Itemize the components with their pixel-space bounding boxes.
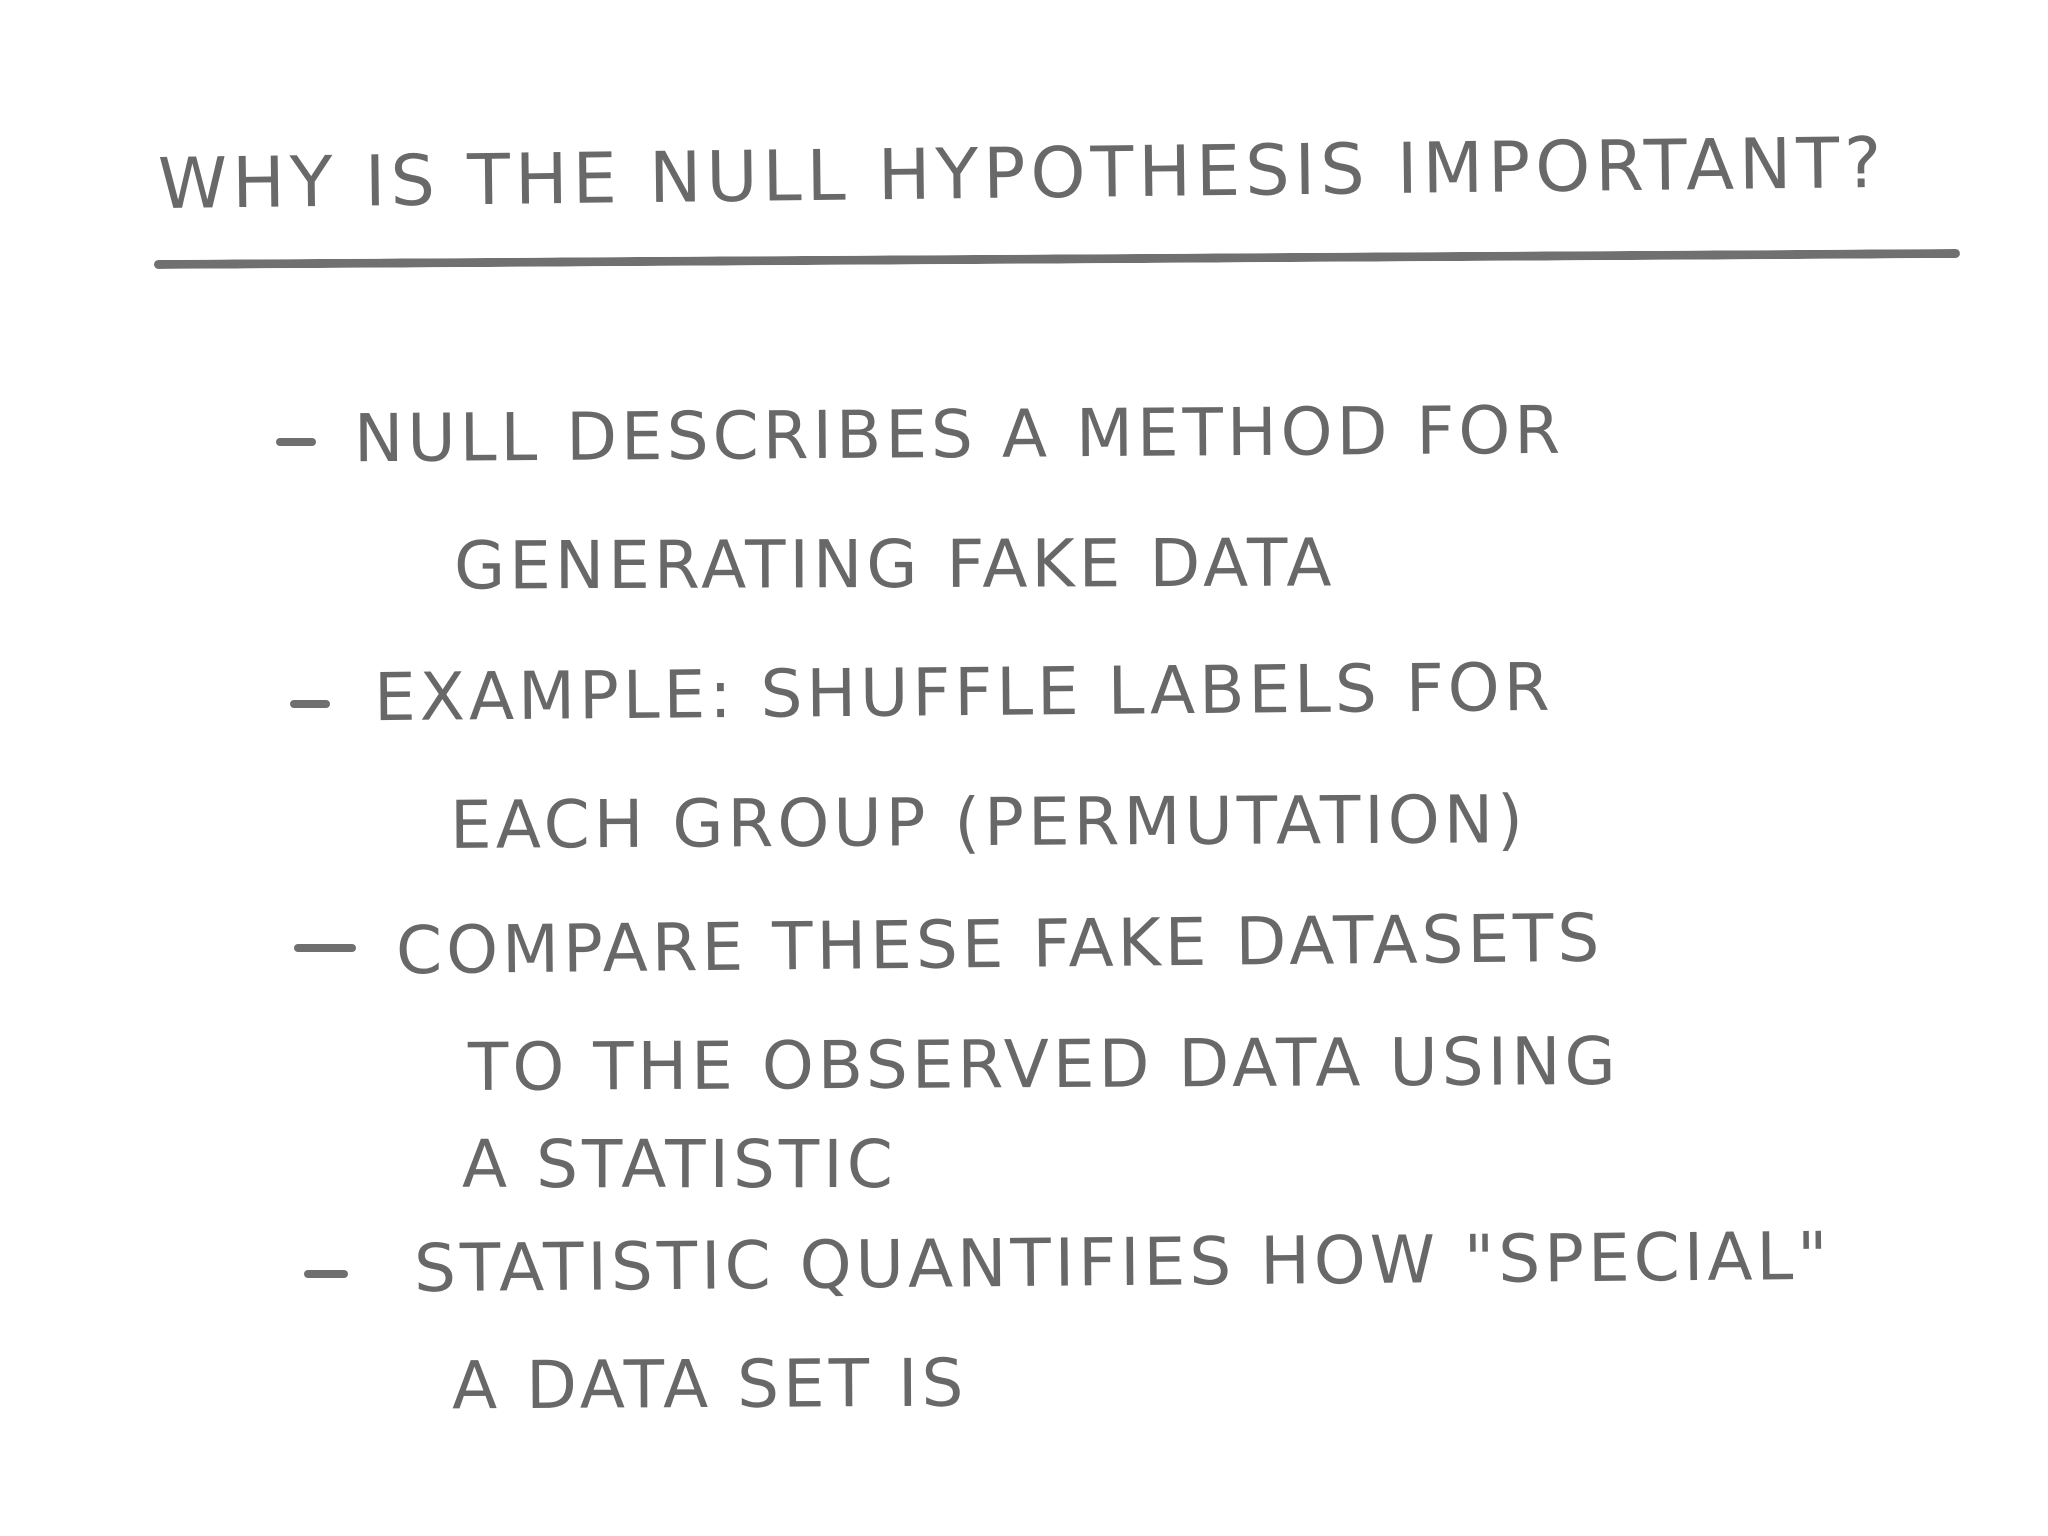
- bullet-line: GENERATING FAKE DATA: [453, 524, 1336, 605]
- bullet-line: A DATA SET IS: [451, 1344, 968, 1425]
- bullet-line: EXAMPLE: SHUFFLE LABELS FOR: [373, 648, 1554, 737]
- bullet-line: A STATISTIC: [462, 1126, 897, 1203]
- bullet-line: STATISTIC QUANTIFIES HOW "SPECIAL": [413, 1217, 1832, 1308]
- bullet-line: NULL DESCRIBES A METHOD FOR: [353, 391, 1565, 478]
- bullet-line: EACH GROUP (PERMUTATION): [449, 781, 1528, 864]
- bullet-dash: [276, 438, 316, 446]
- bullet-dash: [304, 1270, 348, 1278]
- bullet-dash: [294, 944, 356, 952]
- bullet-line: TO THE OBSERVED DATA USING: [467, 1022, 1620, 1107]
- bullet-dash: [290, 700, 330, 708]
- bullet-line: COMPARE THESE FAKE DATASETS: [395, 899, 1604, 990]
